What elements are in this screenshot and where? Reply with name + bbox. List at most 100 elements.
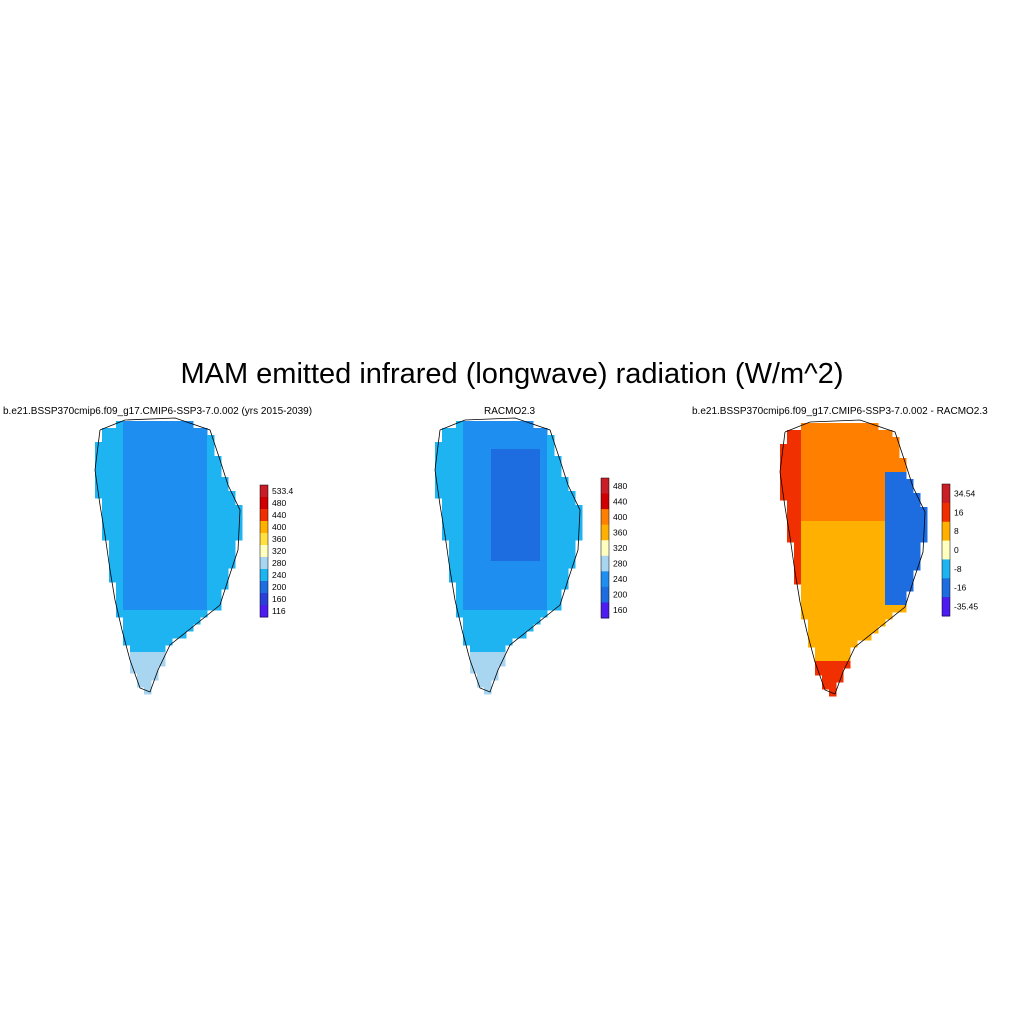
map-cell (913, 521, 921, 529)
map-cell (906, 493, 914, 501)
map-cell (815, 626, 823, 634)
map-cell (794, 528, 802, 536)
map-cell (801, 591, 809, 599)
map-cell (123, 491, 131, 499)
map-cell (836, 500, 844, 508)
map-cell (109, 547, 117, 555)
map-cell (186, 568, 194, 576)
map-cell (815, 423, 823, 431)
map-cell (470, 470, 478, 478)
map-cell (158, 547, 166, 555)
map-cell (885, 528, 893, 536)
map-cell (808, 444, 816, 452)
map-cell (864, 486, 872, 494)
map-cell (484, 526, 492, 534)
map-cell (547, 603, 555, 611)
map-cell (561, 575, 569, 583)
map-cell (144, 645, 152, 653)
map-cell (207, 456, 215, 464)
map-cell (829, 514, 837, 522)
map-cell (151, 617, 159, 625)
map-cell (815, 598, 823, 606)
map-cell (130, 421, 138, 429)
map-cell (158, 540, 166, 548)
map-cell (864, 584, 872, 592)
map-cell (102, 463, 110, 471)
map-cell (484, 421, 492, 429)
map-cell (186, 617, 194, 625)
map-cell (892, 493, 900, 501)
map-cell (491, 561, 499, 569)
map-cell (794, 563, 802, 571)
map-cell (123, 505, 131, 513)
map-cell (801, 458, 809, 466)
map-cell (533, 505, 541, 513)
map-cell (477, 519, 485, 527)
map-cell (137, 617, 145, 625)
map-cell (123, 533, 131, 541)
map-cell (214, 533, 222, 541)
map-cell (885, 598, 893, 606)
map-cell (484, 631, 492, 639)
map-cell (519, 512, 527, 520)
map-cell (829, 626, 837, 634)
map-cell (568, 533, 576, 541)
map-cell (899, 479, 907, 487)
map-cell (484, 428, 492, 436)
map-cell (843, 605, 851, 613)
map-cell (519, 568, 527, 576)
map-cell (850, 535, 858, 543)
map-cell (540, 428, 548, 436)
map-cell (554, 512, 562, 520)
map-cell (144, 505, 152, 513)
map-cell (906, 535, 914, 543)
map-cell (808, 535, 816, 543)
map-cell (186, 610, 194, 618)
map-cell (491, 498, 499, 506)
map-cell (137, 624, 145, 632)
map-cell (463, 568, 471, 576)
map-cell (214, 582, 222, 590)
colorbar-tick-label: 280 (272, 558, 286, 568)
map-cell (878, 521, 886, 529)
map-cell (850, 577, 858, 585)
map-cell (151, 631, 159, 639)
map-cell (470, 519, 478, 527)
map-cell (484, 603, 492, 611)
map-cell (109, 519, 117, 527)
colorbar-swatch (601, 478, 609, 495)
map-cell (505, 456, 513, 464)
map-cell (540, 568, 548, 576)
map-cell (172, 631, 180, 639)
map-cell (470, 498, 478, 506)
map-cell (878, 605, 886, 613)
map-cell (815, 549, 823, 557)
map-cell (498, 498, 506, 506)
map-cell (491, 505, 499, 513)
map-cell (850, 556, 858, 564)
map-cell (207, 596, 215, 604)
map-cell (130, 512, 138, 520)
map-cell (214, 589, 222, 597)
map-cell (829, 675, 837, 683)
map-cell (456, 610, 464, 618)
map-cell (144, 491, 152, 499)
map-cell (892, 465, 900, 473)
map-cell (787, 444, 795, 452)
map-cell (920, 521, 928, 529)
map-cell (843, 570, 851, 578)
map-cell (179, 477, 187, 485)
map-cell (885, 605, 893, 613)
map-cell (228, 512, 236, 520)
map-cell (193, 456, 201, 464)
map-cell (829, 437, 837, 445)
colorbar-swatch (260, 569, 268, 582)
map-cell (186, 428, 194, 436)
map-cell (200, 589, 208, 597)
map-cell (144, 659, 152, 667)
colorbar-tick-label: 0 (954, 545, 959, 555)
map-cell (186, 484, 194, 492)
colorbar-swatch (942, 502, 950, 523)
map-cell (505, 526, 513, 534)
map-cell (130, 631, 138, 639)
